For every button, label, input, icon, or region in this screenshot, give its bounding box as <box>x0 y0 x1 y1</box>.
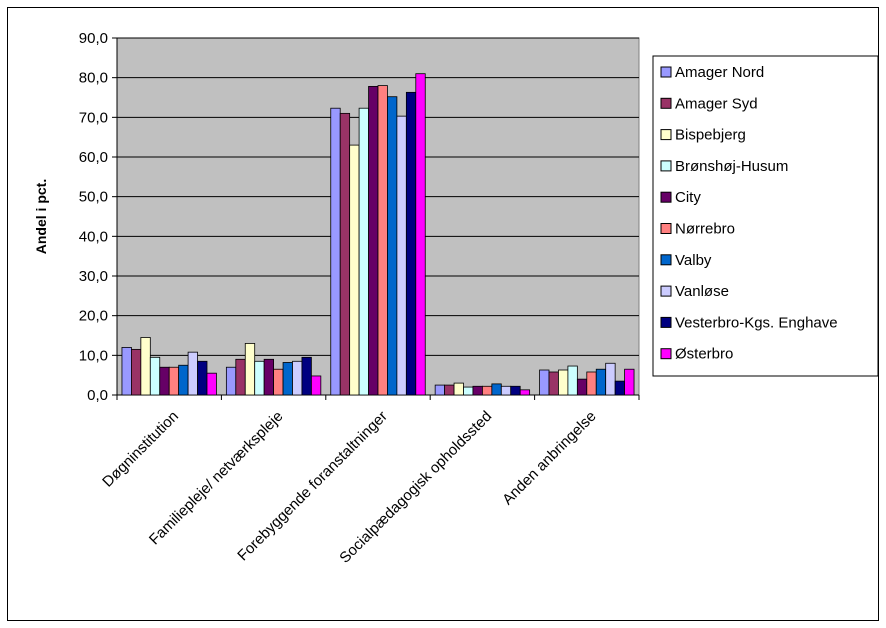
bar <box>500 385 512 396</box>
bar <box>187 351 198 396</box>
legend-swatch <box>660 97 672 109</box>
y-tick-label: 90,0 <box>79 30 108 47</box>
bar <box>415 73 426 396</box>
bar <box>121 346 132 396</box>
bar <box>624 368 635 396</box>
legend-swatch <box>660 160 672 172</box>
bar <box>463 386 474 396</box>
legend: Amager Nord Amager Syd Bispebjerg Brønshøj-… <box>652 55 879 377</box>
bar <box>292 360 303 396</box>
bar <box>168 366 180 396</box>
bar <box>576 378 588 396</box>
bar <box>244 343 256 396</box>
bar <box>330 107 341 396</box>
legend-swatch <box>660 316 672 328</box>
y-tick-label: 10,0 <box>79 347 108 364</box>
bar <box>235 358 246 396</box>
bar <box>178 364 189 396</box>
legend-label: Østerbro <box>675 346 733 363</box>
legend-label: Amager Nord <box>675 64 764 81</box>
bar <box>339 112 351 396</box>
bar <box>301 356 312 396</box>
legend-label: Bispebjerg <box>675 127 746 144</box>
legend-label: Amager Syd <box>675 95 758 112</box>
y-tick-label: 60,0 <box>79 149 108 166</box>
legend-swatch <box>660 66 672 78</box>
x-category-label: Anden anbringelse <box>499 408 599 508</box>
legend-label: Vesterbro-Kgs. Enghave <box>675 314 838 331</box>
bar <box>149 356 161 396</box>
bar <box>387 96 398 396</box>
bar <box>539 369 550 396</box>
bar <box>396 115 407 396</box>
bar <box>310 375 322 396</box>
legend-swatch <box>660 348 672 360</box>
bar <box>368 85 379 396</box>
bar <box>481 385 493 396</box>
y-tick-label: 70,0 <box>79 109 108 126</box>
bar <box>159 366 170 396</box>
legend-label: Vanløse <box>675 283 729 300</box>
legend-swatch <box>660 129 672 141</box>
legend-box <box>652 55 879 377</box>
bar <box>472 385 483 396</box>
bar <box>273 368 284 396</box>
bar <box>131 348 142 396</box>
bar <box>586 371 597 396</box>
bars <box>121 73 635 396</box>
legend-swatch <box>660 191 672 203</box>
y-tick-label: 20,0 <box>79 308 108 325</box>
legend-swatch <box>660 223 672 234</box>
legend-label: Brønshøj-Husum <box>675 158 788 175</box>
x-category-label: Døgninstitution <box>99 408 182 491</box>
legend-label: City <box>675 189 701 206</box>
y-tick-label: 50,0 <box>79 189 108 206</box>
bar <box>405 91 417 396</box>
bar <box>595 368 607 396</box>
bar-chart: 0,010,020,030,040,050,060,070,080,090,0 … <box>33 30 879 567</box>
bar <box>140 337 151 396</box>
legend-label: Nørrebro <box>675 221 735 238</box>
bar <box>567 365 578 396</box>
y-tick-label: 0,0 <box>87 387 108 404</box>
bar <box>605 362 616 396</box>
y-tick-label: 80,0 <box>79 70 108 87</box>
chart-frame: 0,0 10,0 20,0 30,0 40,0 50,0 60,0 70,0 80,0 90,0 … <box>7 7 879 621</box>
bar <box>377 85 388 396</box>
bar <box>444 384 455 396</box>
y-axis: 0,0 10,0 20,0 30,0 40,0 50,0 60,0 70,0 80,0 90,0 <box>79 30 118 404</box>
bar <box>434 384 446 396</box>
bar <box>558 369 569 396</box>
legend-swatch <box>660 254 672 266</box>
legend-swatch <box>660 285 672 297</box>
bar <box>254 360 265 396</box>
bar <box>510 385 521 396</box>
bar <box>491 383 502 396</box>
bar <box>519 389 531 396</box>
legend-label: Valby <box>675 252 712 269</box>
bar <box>349 144 360 396</box>
y-axis-title: Andel i pct. <box>33 179 49 254</box>
bar <box>614 380 625 396</box>
bar <box>263 358 274 396</box>
bar <box>197 360 208 396</box>
bar <box>282 362 293 396</box>
bar <box>453 382 464 396</box>
bar <box>548 371 559 396</box>
bar <box>358 107 369 396</box>
y-tick-label: 30,0 <box>79 268 108 285</box>
bar <box>206 372 217 396</box>
y-tick-label: 40,0 <box>79 228 108 245</box>
bar <box>225 366 237 396</box>
